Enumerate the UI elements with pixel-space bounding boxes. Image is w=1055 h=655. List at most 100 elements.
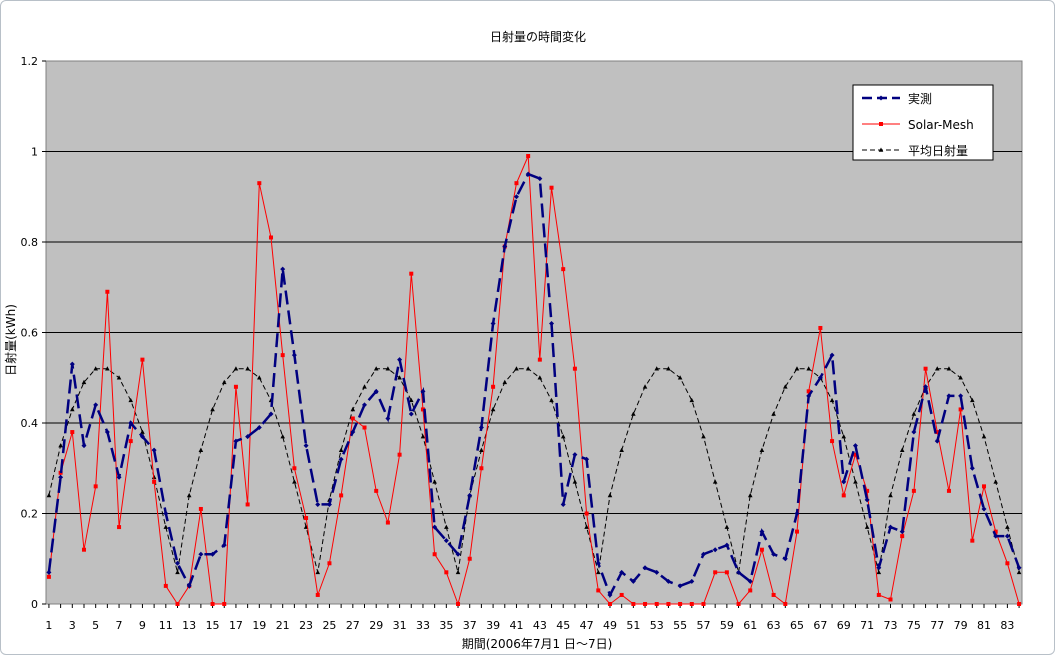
data-point <box>935 430 940 435</box>
data-point <box>689 602 694 606</box>
x-tick-label: 41 <box>509 619 523 632</box>
data-point <box>350 429 356 435</box>
data-point <box>175 569 180 575</box>
data-point <box>911 429 917 435</box>
data-point <box>221 542 227 548</box>
data-point <box>46 492 52 498</box>
series-2 <box>46 366 1022 575</box>
data-point <box>467 556 472 561</box>
data-point <box>619 447 624 452</box>
data-point <box>712 479 718 484</box>
data-point <box>128 439 133 444</box>
data-point <box>865 488 870 493</box>
data-point <box>934 366 940 371</box>
data-point <box>724 570 729 575</box>
data-point <box>420 388 426 394</box>
data-point <box>876 592 881 597</box>
data-point <box>677 375 683 380</box>
data-point <box>888 492 893 498</box>
data-point <box>900 534 905 539</box>
data-point <box>911 488 916 493</box>
data-point <box>818 325 823 330</box>
data-point <box>490 406 496 412</box>
x-tick-label: 49 <box>603 619 617 632</box>
data-point <box>560 434 566 439</box>
data-point <box>397 375 402 380</box>
x-tick-label: 47 <box>580 619 594 632</box>
data-point <box>128 397 134 403</box>
data-point <box>70 430 75 435</box>
data-point <box>806 389 811 394</box>
y-axis-ticks: 0 0.2 0.4 0.6 0.8 1 1.2 <box>21 55 46 611</box>
data-point <box>280 434 285 439</box>
legend-label: Solar-Mesh <box>908 118 974 132</box>
x-axis-label: 期間(2006年7月1 日～7日) <box>462 637 613 651</box>
x-tick-label: 73 <box>884 619 898 632</box>
data-point <box>878 147 884 152</box>
data-point <box>116 474 122 480</box>
data-point <box>408 397 414 403</box>
x-tick-label: 37 <box>463 619 477 632</box>
data-point <box>432 552 437 557</box>
data-point <box>81 443 87 449</box>
data-point <box>233 438 239 444</box>
data-point <box>292 479 297 484</box>
data-point <box>58 474 64 480</box>
data-point <box>46 574 51 579</box>
data-point <box>654 366 660 371</box>
data-point <box>958 407 963 412</box>
data-point <box>104 429 110 435</box>
data-point <box>584 456 590 462</box>
data-point <box>385 366 391 371</box>
data-point <box>362 425 367 430</box>
data-point <box>830 439 835 444</box>
data-point <box>759 529 765 535</box>
y-tick-label: 0.4 <box>21 417 39 430</box>
x-tick-label: 11 <box>159 619 173 632</box>
series-1 <box>46 154 1022 606</box>
data-point <box>607 492 613 498</box>
data-point <box>701 602 706 606</box>
data-point <box>654 602 659 606</box>
data-point <box>970 538 975 543</box>
data-point <box>491 384 496 389</box>
data-point <box>806 393 812 399</box>
x-tick-label: 81 <box>977 619 991 632</box>
data-point <box>502 379 508 385</box>
data-point <box>596 588 601 593</box>
legend-label: 平均日射量 <box>908 143 968 158</box>
data-point <box>350 416 355 421</box>
data-point <box>315 569 321 575</box>
y-tick-label: 0.8 <box>21 236 39 249</box>
data-point <box>958 393 964 399</box>
data-point <box>631 602 636 606</box>
data-point <box>280 353 285 358</box>
data-point <box>759 547 764 552</box>
x-tick-label: 3 <box>69 619 76 632</box>
chart-title: 日射量の時間変化 <box>490 29 586 44</box>
data-point <box>304 516 309 521</box>
data-point <box>420 434 426 439</box>
x-tick-label: 69 <box>837 619 851 632</box>
data-point <box>105 289 110 294</box>
x-tick-label: 53 <box>650 619 664 632</box>
data-point <box>186 492 192 498</box>
data-point <box>303 443 309 449</box>
data-point <box>198 447 204 452</box>
data-point <box>69 361 75 367</box>
x-tick-label: 1 <box>45 619 52 632</box>
data-point <box>794 366 800 371</box>
data-point <box>783 602 788 606</box>
data-point <box>958 375 963 380</box>
data-point <box>221 379 227 385</box>
legend-box <box>852 84 994 161</box>
data-point <box>561 267 566 272</box>
x-tick-label: 33 <box>416 619 430 632</box>
data-point <box>338 447 344 452</box>
data-point <box>724 542 730 548</box>
x-tick-label: 75 <box>907 619 921 632</box>
data-point <box>444 524 449 529</box>
x-tick-label: 67 <box>813 619 827 632</box>
data-point <box>456 602 461 606</box>
data-point <box>257 375 262 380</box>
